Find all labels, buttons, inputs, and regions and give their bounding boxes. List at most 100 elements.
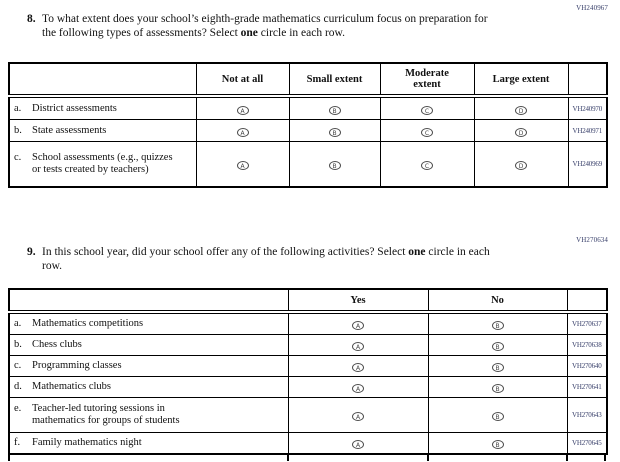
q9-row-competitions-label-cell: a. Mathematics competitions	[8, 311, 289, 335]
cell: A	[287, 397, 429, 433]
bubble-not-at-all[interactable]: A	[236, 105, 249, 115]
row-code: VH270643	[566, 397, 608, 433]
q9-row-competitions: a. Mathematics competitions A B VH270637	[8, 311, 608, 335]
row-letter: a.	[14, 102, 22, 114]
q9-header-no: No	[427, 288, 568, 314]
bubble-small-extent[interactable]: B	[328, 161, 341, 170]
cell: A	[287, 311, 429, 335]
bubble-moderate-extent[interactable]: C	[421, 127, 433, 137]
bubble-moderate-extent[interactable]: C	[421, 105, 433, 115]
cell: C	[379, 141, 475, 188]
q9-table: Yes No a. Mathematics competitions A B VH…	[8, 288, 608, 455]
q8-header-moderate-extent-label: Moderate extent	[405, 68, 449, 90]
bubble-large-extent[interactable]: D	[515, 105, 527, 115]
cell: A	[287, 334, 429, 356]
row-label: Family mathematics night	[32, 437, 142, 448]
bubble-no[interactable]: B	[491, 384, 504, 393]
cell: D	[473, 95, 569, 120]
q9-row-family-night: f. Family mathematics night A B VH270645	[8, 432, 608, 455]
q8-header-empty	[8, 62, 197, 98]
row-code: VH270637	[566, 311, 608, 335]
q9-header-row: Yes No	[8, 288, 608, 314]
cell: B	[427, 311, 568, 335]
bubble-no[interactable]: B	[491, 321, 504, 330]
q8-header-large-extent: Large extent	[473, 62, 569, 98]
row-label: District assessments	[32, 102, 117, 114]
q8-table: Not at all Small extent Moderate extent …	[8, 62, 608, 188]
q8-row-district-label-cell: a. District assessments	[8, 95, 197, 120]
cell: B	[427, 376, 568, 398]
bubble-not-at-all[interactable]: A	[236, 127, 249, 137]
cell: A	[287, 355, 429, 377]
stub-line	[566, 455, 568, 461]
bubble-no[interactable]: B	[491, 440, 504, 449]
row-letter: e.	[14, 403, 22, 414]
cell: B	[288, 119, 381, 142]
q8-table-container: Not at all Small extent Moderate extent …	[8, 62, 608, 188]
question8-number: 8.	[27, 13, 36, 25]
cell: D	[473, 141, 569, 188]
row-code: VH270641	[566, 376, 608, 398]
question9-text-before: In this school year, did your school off…	[42, 246, 409, 258]
cell: B	[427, 334, 568, 356]
question9-code: VH270634	[576, 236, 608, 244]
row-label: Programming classes	[32, 360, 122, 371]
bubble-large-extent[interactable]: D	[515, 127, 527, 137]
cell: B	[427, 432, 568, 455]
cell: A	[287, 376, 429, 398]
stub-line	[427, 455, 429, 461]
row-letter: f.	[14, 437, 21, 448]
row-label: Mathematics competitions	[32, 318, 144, 329]
question9-number: 9.	[27, 246, 36, 258]
cell: A	[195, 141, 290, 188]
q9-table-container: Yes No a. Mathematics competitions A B VH…	[8, 288, 608, 462]
row-letter: c.	[14, 152, 22, 163]
cell: C	[379, 95, 475, 120]
bubble-yes[interactable]: A	[352, 384, 364, 393]
row-code: VH270638	[566, 334, 608, 356]
cell: B	[427, 355, 568, 377]
bubble-moderate-extent[interactable]: C	[421, 161, 433, 170]
row-letter: b.	[14, 339, 22, 350]
row-letter: b.	[14, 124, 22, 136]
row-label: State assessments	[32, 124, 107, 136]
bubble-large-extent[interactable]: D	[515, 161, 527, 170]
bubble-yes[interactable]: A	[352, 321, 364, 330]
question9-text: In this school year, did your school off…	[42, 246, 502, 273]
row-label: Chess clubs	[32, 339, 82, 350]
bubble-no[interactable]: B	[491, 412, 504, 421]
q9-row-programming-label-cell: c. Programming classes	[8, 355, 289, 377]
q9-row-tutoring: e. Teacher-led tutoring sessions in mathe…	[8, 397, 608, 433]
cell: B	[427, 397, 568, 433]
bubble-no[interactable]: B	[491, 342, 504, 351]
bubble-yes[interactable]: A	[352, 440, 364, 449]
q8-row-state-label-cell: b. State assessments	[8, 119, 197, 142]
question8-text-after: circle in each row.	[257, 26, 345, 39]
stub-line	[8, 455, 10, 461]
row-letter: a.	[14, 318, 22, 329]
q9-header-code-empty	[566, 288, 608, 314]
bubble-not-at-all[interactable]: A	[236, 161, 249, 170]
q9-header-empty	[8, 288, 289, 314]
bubble-yes[interactable]: A	[352, 412, 364, 421]
q9-row-tutoring-label-cell: e. Teacher-led tutoring sessions in mathe…	[8, 397, 289, 433]
q9-row-chess-label-cell: b. Chess clubs	[8, 334, 289, 356]
q8-row-state: b. State assessments A B C D VH240971	[8, 119, 608, 142]
cell: B	[288, 141, 381, 188]
bubble-small-extent[interactable]: B	[328, 105, 341, 115]
q8-header-moderate-extent: Moderate extent	[379, 62, 475, 98]
row-code: VH240970	[567, 95, 608, 120]
row-code: VH270640	[566, 355, 608, 377]
bubble-no[interactable]: B	[491, 363, 504, 372]
row-label: Teacher-led tutoring sessions in mathema…	[32, 403, 180, 426]
question9-bold-word: one	[408, 246, 426, 258]
q8-row-school: c. School assessments (e.g., quizzes or t…	[8, 141, 608, 188]
stub-line	[287, 455, 289, 461]
cell: B	[288, 95, 381, 120]
bubble-small-extent[interactable]: B	[328, 127, 341, 137]
bubble-yes[interactable]: A	[352, 342, 364, 351]
cell: A	[287, 432, 429, 455]
questionnaire-page: VH240967 8. To what extent does your sch…	[8, 4, 608, 461]
bubble-yes[interactable]: A	[352, 363, 364, 372]
table-cutoff-border-stubs	[8, 455, 606, 462]
